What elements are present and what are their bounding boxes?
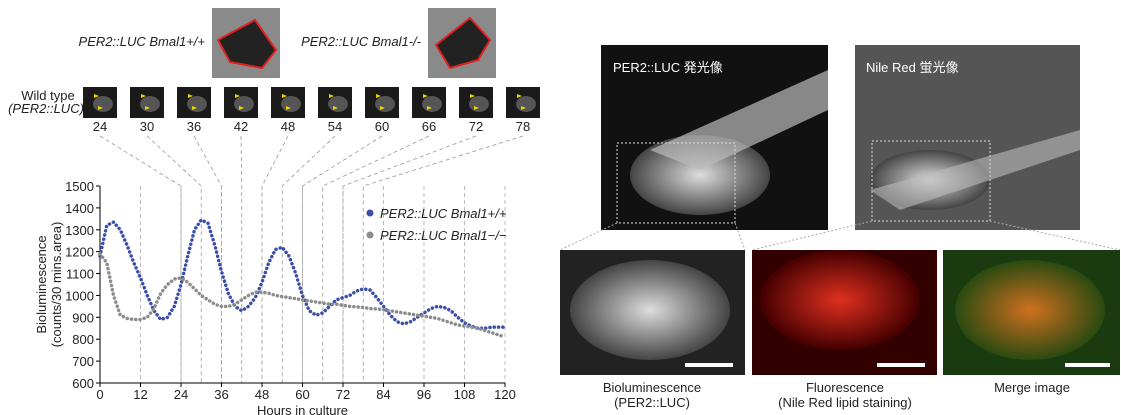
thumb-label: 42 (234, 119, 248, 134)
panel-title: Nile Red 蛍光像 (866, 60, 958, 75)
caption: Bioluminescence (603, 380, 701, 395)
guide-line (363, 136, 523, 383)
legend-marker (367, 232, 374, 239)
thumb-label: 78 (516, 119, 530, 134)
y-tick-label: 1400 (65, 201, 94, 216)
thumbnail-glow (516, 96, 536, 112)
guide-line (323, 136, 429, 383)
thumb-label: 36 (187, 119, 201, 134)
y-tick-label: 800 (72, 332, 94, 347)
thumbnail-glow (140, 96, 160, 112)
x-tick-label: 72 (336, 387, 350, 402)
y-axis-label: Bioluminescence(counts/30 mins.area) (34, 222, 64, 348)
thumbnail-glow (281, 96, 301, 112)
caption: (Nile Red lipid staining) (778, 395, 912, 410)
thumbnail-glow (93, 96, 113, 112)
thumbnail-glow (234, 96, 254, 112)
y-tick-label: 1200 (65, 245, 94, 260)
x-tick-label: 24 (174, 387, 188, 402)
thumbnail-glow (187, 96, 207, 112)
caption: Fluorescence (806, 380, 884, 395)
y-tick-label: 600 (72, 376, 94, 391)
y-axis-label-line: Bioluminescence (34, 235, 49, 333)
thumbnail-glow (422, 96, 442, 112)
thumb-label: 60 (375, 119, 389, 134)
thumb-label: 30 (140, 119, 154, 134)
x-tick-label: 12 (133, 387, 147, 402)
y-tick-label: 1100 (66, 267, 94, 282)
thumb-label: 24 (93, 119, 107, 134)
caption: (PER2::LUC) (614, 395, 690, 410)
thumbnail-glow (375, 96, 395, 112)
guide-line (303, 136, 383, 383)
guide-line (147, 136, 201, 383)
legend-marker (367, 210, 374, 217)
thumbnail-glow (328, 96, 348, 112)
thumb-label: 48 (281, 119, 295, 134)
x-tick-label: 48 (255, 387, 269, 402)
y-tick-label: 1300 (65, 223, 94, 238)
y-tick-label: 1500 (65, 179, 94, 194)
x-tick-label: 0 (96, 387, 103, 402)
guide-line (262, 136, 288, 383)
x-tick-label: 108 (454, 387, 476, 402)
y-tick-label: 1000 (65, 288, 94, 303)
thumbnail-glow (469, 96, 489, 112)
legend-label: PER2::LUC Bmal1−/− (380, 228, 507, 243)
y-tick-label: 700 (72, 354, 94, 369)
x-axis-label: Hours in culture (257, 403, 348, 415)
micrograph (560, 45, 1120, 375)
figure: PER2::LUC Bmal1+/+ PER2::LUC Bmal1-/- Wi… (0, 0, 1121, 415)
top-label: PER2::LUC Bmal1-/- (301, 34, 422, 49)
x-tick-label: 36 (214, 387, 228, 402)
x-tick-label: 60 (295, 387, 309, 402)
guide-line (241, 136, 242, 383)
caption: Merge image (994, 380, 1070, 395)
x-tick-label: 96 (417, 387, 431, 402)
x-tick-label: 84 (376, 387, 390, 402)
y-axis-label-line: (counts/30 mins.area) (49, 222, 64, 348)
panel-title: PER2::LUC 発光像 (613, 60, 723, 75)
legend-label: PER2::LUC Bmal1+/+ (380, 206, 507, 221)
top-label: PER2::LUC Bmal1+/+ (79, 34, 206, 49)
y-tick-label: 900 (72, 310, 94, 325)
thumb-label: 66 (422, 119, 436, 134)
row-label: (PER2::LUC) (8, 101, 84, 116)
thumb-label: 72 (469, 119, 483, 134)
x-tick-label: 120 (494, 387, 516, 402)
thumb-label: 54 (328, 119, 342, 134)
